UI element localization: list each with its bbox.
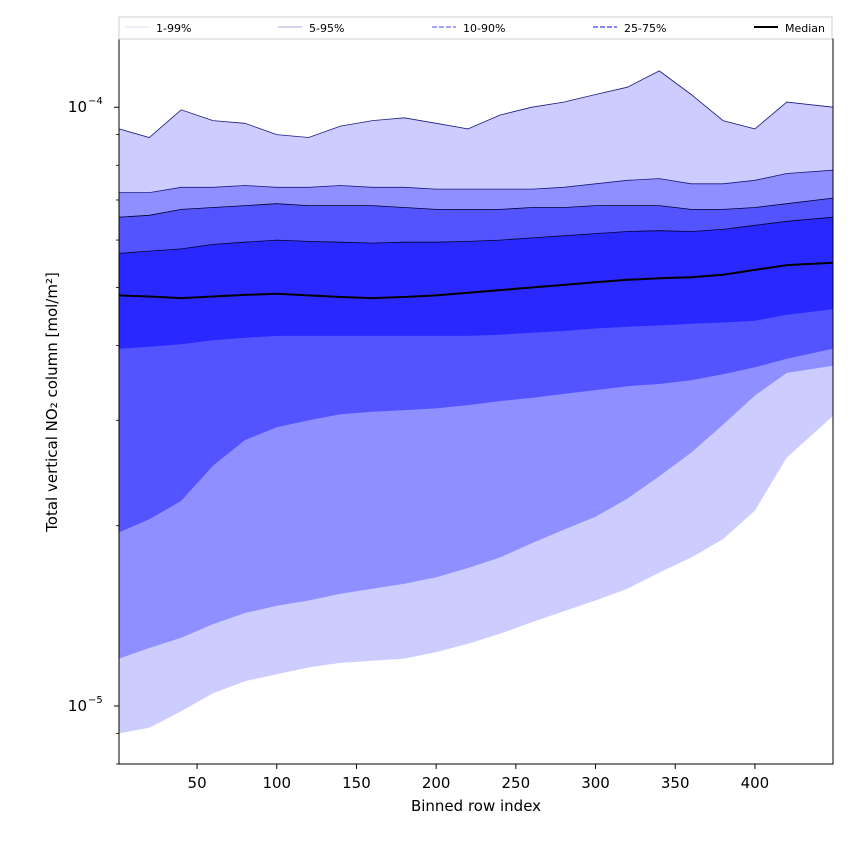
legend-label: 1-99% <box>156 22 191 35</box>
series-line-Median <box>118 261 834 300</box>
x-axis-label: Binned row index <box>411 797 541 815</box>
band-edge-1-99% <box>118 70 834 138</box>
x-tick-label: 200 <box>422 774 451 792</box>
band-25-75% <box>119 217 833 349</box>
legend-label: 5-95% <box>309 22 344 35</box>
x-tick-label: 250 <box>502 774 531 792</box>
y-tick-exponent: −5 <box>88 695 103 706</box>
legend: 1-99% 5-95% 10-90% 25-75% Median <box>118 16 833 40</box>
y-tick-label: 10 <box>68 98 87 116</box>
x-tick-label: 300 <box>581 774 610 792</box>
y-tick-exponent: −4 <box>88 96 103 107</box>
x-tick-label: 400 <box>741 774 770 792</box>
x-tick-label: 350 <box>661 774 690 792</box>
legend-label: 10-90% <box>463 22 505 35</box>
legend-label: 25-75% <box>624 22 666 35</box>
legend-frame <box>118 16 833 40</box>
band-edge-10-90% <box>118 197 834 218</box>
y-axis: 10−510−4 <box>68 96 119 765</box>
x-tick-label: 50 <box>188 774 207 792</box>
bands-layer <box>119 70 833 734</box>
y-axis-label: Total vertical NO₂ column [mol/m²] <box>43 272 61 533</box>
x-tick-label: 150 <box>342 774 371 792</box>
y-tick-label: 10 <box>68 697 87 715</box>
band-edge-5-95% <box>119 169 834 193</box>
legend-label: Median <box>785 22 825 35</box>
x-tick-label: 100 <box>262 774 291 792</box>
x-axis: 50 100 150 200 250 300 350 400 <box>188 764 770 792</box>
lines-layer <box>118 70 834 300</box>
band-edge-25-75% <box>118 216 834 254</box>
